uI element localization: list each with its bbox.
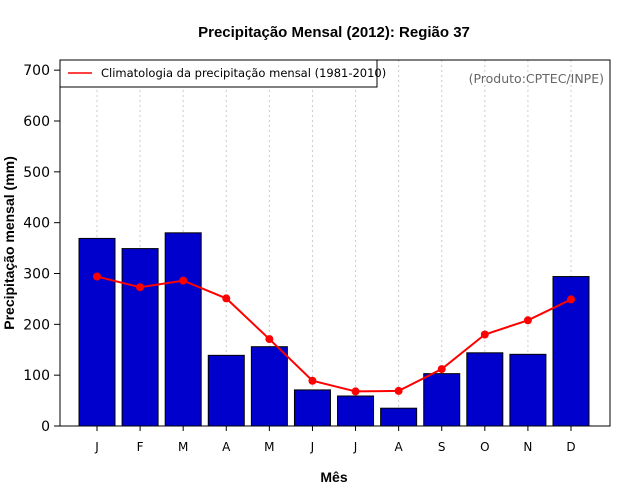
y-tick-label: 0 bbox=[41, 419, 50, 435]
y-tick-label: 600 bbox=[23, 114, 50, 130]
y-tick-label: 300 bbox=[23, 267, 50, 283]
climatology-point bbox=[179, 276, 188, 285]
bar-4 bbox=[207, 354, 245, 427]
x-tick-label: J bbox=[94, 440, 99, 454]
x-tick-label: F bbox=[137, 440, 144, 454]
x-tick-label: O bbox=[480, 440, 489, 454]
x-tick-label: J bbox=[353, 440, 358, 454]
x-tick-label: S bbox=[438, 440, 446, 454]
bar-10 bbox=[466, 352, 504, 427]
axes: 0 100 200 300 400 500 600 700 J F M A M J J A S O N D bbox=[23, 63, 575, 454]
climatology-series bbox=[93, 272, 575, 396]
y-tick-label: 100 bbox=[23, 368, 50, 384]
bar-1 bbox=[78, 237, 116, 427]
climatology-point bbox=[567, 295, 575, 304]
x-tick-label: A bbox=[395, 440, 404, 454]
bar-2 bbox=[121, 248, 159, 427]
y-tick-label: 200 bbox=[23, 317, 50, 333]
x-tick-label: J bbox=[310, 440, 315, 454]
bar-9 bbox=[423, 373, 461, 427]
y-tick-label: 400 bbox=[23, 216, 50, 232]
climatology-point bbox=[523, 316, 532, 325]
climatology-point bbox=[394, 386, 403, 395]
climatology-point bbox=[222, 294, 231, 303]
x-tick-label: D bbox=[566, 440, 575, 454]
climatology-point bbox=[480, 330, 489, 339]
legend-entry-climatology: Climatologia da precipitação mensal (198… bbox=[101, 66, 386, 80]
bar-11 bbox=[509, 353, 547, 427]
bar-8 bbox=[380, 407, 418, 427]
y-tick-label: 500 bbox=[23, 165, 50, 181]
climatology-point bbox=[265, 335, 274, 344]
climatology-line bbox=[96, 275, 572, 393]
climatology-point bbox=[308, 376, 317, 385]
legend-box bbox=[59, 59, 378, 88]
x-tick-label: A bbox=[222, 440, 231, 454]
x-tick-label: N bbox=[523, 440, 532, 454]
x-tick-label: M bbox=[264, 440, 274, 454]
chart-title: Precipitação Mensal (2012): Região 37 bbox=[198, 24, 470, 41]
x-axis-label: Mês bbox=[320, 469, 347, 485]
climatology-point bbox=[351, 387, 360, 396]
climatology-point bbox=[93, 272, 101, 281]
bar-6 bbox=[293, 389, 331, 427]
bar-series bbox=[78, 232, 590, 427]
climatology-point bbox=[136, 283, 145, 292]
climatology-point bbox=[437, 365, 446, 374]
bar-5 bbox=[250, 346, 288, 427]
y-tick-label: 700 bbox=[23, 63, 50, 79]
bar-3 bbox=[164, 232, 202, 427]
x-tick-label: M bbox=[178, 440, 188, 454]
bar-7 bbox=[337, 395, 375, 427]
y-axis-label: Precipitação mensal (mm) bbox=[1, 156, 17, 330]
source-annotation: (Produto:CPTEC/INPE) bbox=[469, 71, 604, 86]
legend: Climatologia da precipitação mensal (198… bbox=[59, 59, 386, 88]
